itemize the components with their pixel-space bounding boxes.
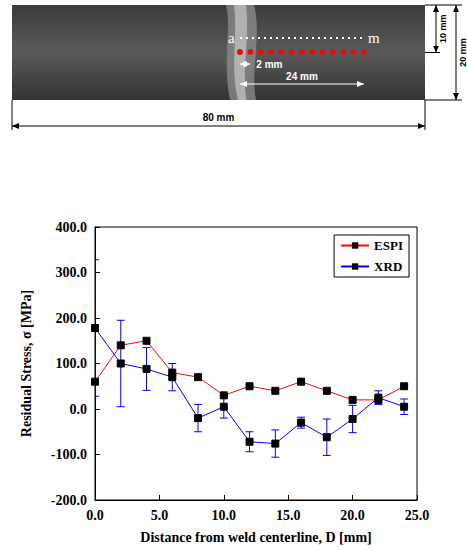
svg-text:ESPI: ESPI [374, 238, 403, 253]
svg-text:2 mm: 2 mm [256, 59, 282, 70]
svg-text:80 mm: 80 mm [203, 112, 235, 123]
svg-text:Distance from weld centerline,: Distance from weld centerline, D [mm] [140, 530, 371, 545]
svg-text:0.0: 0.0 [70, 402, 88, 417]
svg-text:15.0: 15.0 [276, 508, 301, 523]
svg-text:20 mm: 20 mm [458, 38, 467, 67]
svg-text:20.0: 20.0 [340, 508, 365, 523]
svg-text:m: m [368, 30, 380, 46]
svg-text:XRD: XRD [374, 259, 402, 274]
svg-text:200.0: 200.0 [56, 311, 88, 326]
svg-text:10 mm: 10 mm [438, 14, 448, 43]
svg-text:400.0: 400.0 [56, 220, 88, 235]
svg-text:-100.0: -100.0 [51, 447, 87, 462]
svg-text:25.0: 25.0 [405, 508, 430, 523]
svg-text:a: a [228, 30, 235, 46]
svg-text:24 mm: 24 mm [286, 71, 318, 82]
svg-text:-200.0: -200.0 [51, 493, 87, 508]
svg-text:100.0: 100.0 [56, 356, 88, 371]
svg-text:300.0: 300.0 [56, 265, 88, 280]
svg-text:5.0: 5.0 [151, 508, 169, 523]
svg-text:0.0: 0.0 [86, 508, 104, 523]
svg-text:10.0: 10.0 [212, 508, 237, 523]
svg-text:Residual Stress, σ [MPa]: Residual Stress, σ [MPa] [19, 290, 34, 437]
